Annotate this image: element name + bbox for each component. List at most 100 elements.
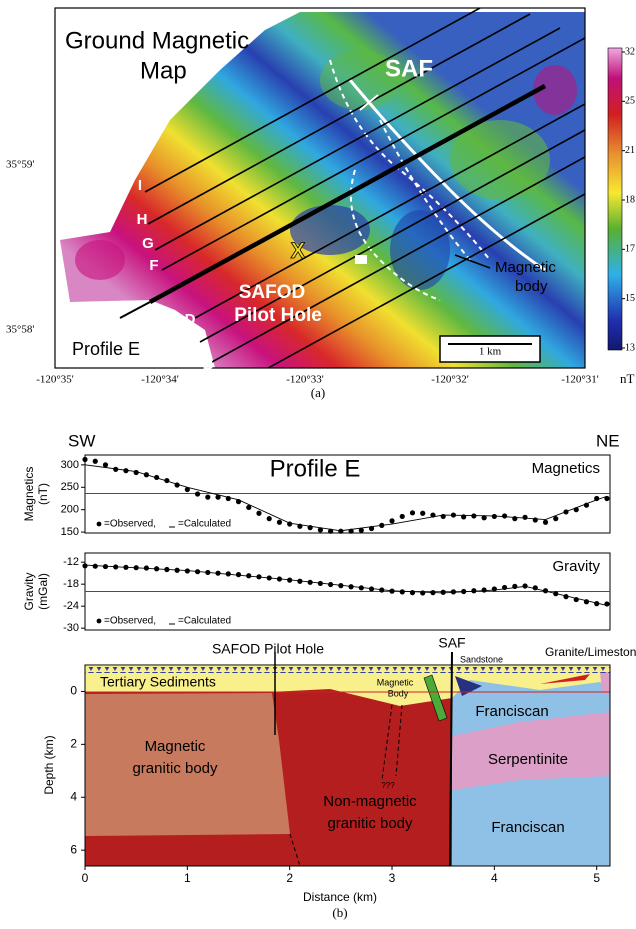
y-tick-label: 2 bbox=[70, 737, 77, 751]
fault-label: SAF bbox=[438, 635, 465, 651]
colorbar bbox=[608, 48, 622, 350]
colorbar-label: 25 bbox=[625, 96, 635, 107]
legend-label: =Calculated bbox=[178, 519, 231, 530]
legend-label: =Observed, bbox=[104, 616, 156, 627]
hole-label: SAFOD bbox=[239, 282, 306, 303]
observed-point bbox=[420, 511, 425, 516]
observed-point bbox=[82, 457, 87, 462]
body-label: Magnetic bbox=[377, 677, 414, 687]
hole-marker: X bbox=[291, 238, 306, 263]
map-title: Ground Magnetic bbox=[65, 27, 249, 54]
observed-point bbox=[277, 520, 282, 525]
y-axis-label: (nT) bbox=[36, 483, 50, 505]
observed-point bbox=[604, 601, 609, 606]
observed-point bbox=[441, 590, 446, 595]
y-tick-label: 200 bbox=[61, 504, 79, 516]
y-axis-label: Depth (km) bbox=[42, 735, 56, 794]
body-label: Magnetic bbox=[495, 259, 556, 276]
x-tick-label: 2 bbox=[286, 871, 293, 885]
observed-point bbox=[553, 516, 558, 521]
chart-title: Magnetics bbox=[532, 460, 600, 477]
observed-point bbox=[533, 517, 538, 522]
profile-title: Profile E bbox=[270, 455, 361, 482]
observed-point bbox=[492, 586, 497, 591]
observed-point bbox=[543, 520, 548, 525]
fault-label: SAF bbox=[385, 55, 433, 82]
lat-label: 35°59' bbox=[6, 159, 34, 171]
colorbar-unit: nT bbox=[620, 371, 635, 386]
y-axis-label: (mGal) bbox=[36, 573, 50, 610]
legend-dot bbox=[97, 619, 102, 624]
unknown-label: ??? bbox=[381, 781, 395, 790]
observed-point bbox=[195, 491, 200, 496]
y-tick-label: -18 bbox=[63, 578, 79, 590]
magnetic-label: Magnetic bbox=[145, 738, 206, 755]
sediments-label: Tertiary Sediments bbox=[100, 674, 216, 690]
formation-label: Franciscan bbox=[475, 703, 548, 720]
observed-point bbox=[400, 589, 405, 594]
observed-point bbox=[103, 462, 108, 467]
body-label: body bbox=[515, 278, 548, 295]
observed-point bbox=[93, 564, 98, 569]
x-axis-label: Distance (km) bbox=[303, 890, 377, 904]
observed-point bbox=[420, 590, 425, 595]
hole-label: Pilot Hole bbox=[234, 305, 322, 326]
legend-label: =Calculated bbox=[178, 616, 231, 627]
legend-dot bbox=[97, 522, 102, 527]
lon-label: -120°33' bbox=[286, 374, 324, 386]
profile-letter: A bbox=[231, 367, 242, 384]
nonmagnetic-label: Non-magnetic bbox=[323, 793, 417, 810]
observed-point bbox=[389, 518, 394, 523]
y-tick-label: 300 bbox=[61, 459, 79, 471]
y-tick-label: -30 bbox=[63, 622, 79, 634]
granite-label: Granite/Limestone bbox=[545, 645, 636, 659]
observed-point bbox=[93, 459, 98, 464]
colorbar-label: 18 bbox=[625, 194, 635, 205]
y-tick-label: 6 bbox=[70, 842, 77, 856]
y-axis-label: Gravity bbox=[22, 572, 36, 610]
observed-point bbox=[205, 495, 210, 500]
observed-point bbox=[410, 510, 415, 515]
lon-label: -120°34' bbox=[141, 374, 179, 386]
y-tick-label: 4 bbox=[70, 789, 77, 803]
y-tick-label: -12 bbox=[63, 556, 79, 568]
x-tick-label: 3 bbox=[389, 871, 396, 885]
x-tick-label: 1 bbox=[184, 871, 191, 885]
colorbar-label: 21 bbox=[625, 145, 635, 156]
y-tick-label: 250 bbox=[61, 481, 79, 493]
formation-label: Serpentinite bbox=[488, 751, 568, 768]
profile-letter: B bbox=[203, 356, 214, 373]
colorbar-label: 13 bbox=[625, 342, 635, 353]
ne-label: NE bbox=[596, 431, 620, 450]
profile-letter: C bbox=[191, 334, 202, 351]
observed-point bbox=[482, 587, 487, 592]
magnetic-label: granitic body bbox=[132, 760, 218, 777]
y-axis-label: Magnetics bbox=[22, 467, 36, 522]
body-label: Body bbox=[388, 688, 409, 698]
x-tick-label: 0 bbox=[82, 871, 89, 885]
y-tick-label: 0 bbox=[70, 684, 77, 698]
profile-letter: F bbox=[149, 257, 158, 274]
calculated-line bbox=[85, 565, 607, 605]
x-tick-label: 4 bbox=[491, 871, 498, 885]
observed-point bbox=[522, 515, 527, 520]
profile-letter: G bbox=[142, 235, 154, 252]
observed-point bbox=[410, 590, 415, 595]
observed-point bbox=[533, 585, 538, 590]
profile-label: Profile E bbox=[72, 339, 140, 359]
observed-point bbox=[502, 513, 507, 518]
scale-label: 1 km bbox=[479, 346, 502, 358]
hole-label: SAFOD Pilot Hole bbox=[212, 641, 324, 657]
colorbar-label: 32 bbox=[625, 46, 635, 57]
lon-label: -120°35' bbox=[36, 374, 74, 386]
lon-label: -120°31' bbox=[561, 374, 599, 386]
profile-letter: D bbox=[185, 311, 196, 328]
profile-letter: I bbox=[138, 177, 142, 194]
observed-point bbox=[267, 516, 272, 521]
observed-point bbox=[441, 514, 446, 519]
sw-label: SW bbox=[68, 431, 95, 450]
y-tick-label: -24 bbox=[63, 600, 79, 612]
caption: (a) bbox=[311, 385, 325, 400]
profile-letter: H bbox=[137, 211, 148, 228]
observed-point bbox=[256, 511, 261, 516]
